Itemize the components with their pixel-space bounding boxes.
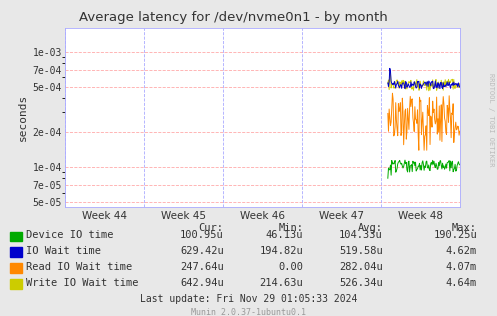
Text: Write IO Wait time: Write IO Wait time	[26, 278, 138, 288]
Text: Device IO time: Device IO time	[26, 230, 113, 240]
Text: 0.00: 0.00	[278, 262, 303, 272]
Text: Read IO Wait time: Read IO Wait time	[26, 262, 132, 272]
Text: 642.94u: 642.94u	[180, 278, 224, 288]
Text: 100.95u: 100.95u	[180, 230, 224, 240]
Text: IO Wait time: IO Wait time	[26, 246, 101, 256]
Y-axis label: seconds: seconds	[18, 94, 28, 141]
Text: Max:: Max:	[452, 223, 477, 233]
Text: Min:: Min:	[278, 223, 303, 233]
Text: 4.64m: 4.64m	[446, 278, 477, 288]
Text: 4.62m: 4.62m	[446, 246, 477, 256]
Text: 247.64u: 247.64u	[180, 262, 224, 272]
Text: RRDTOOL / TOBI OETIKER: RRDTOOL / TOBI OETIKER	[488, 73, 494, 167]
Text: Avg:: Avg:	[358, 223, 383, 233]
Text: 526.34u: 526.34u	[339, 278, 383, 288]
Text: 214.63u: 214.63u	[259, 278, 303, 288]
Text: 46.13u: 46.13u	[266, 230, 303, 240]
Text: 282.04u: 282.04u	[339, 262, 383, 272]
Text: Munin 2.0.37-1ubuntu0.1: Munin 2.0.37-1ubuntu0.1	[191, 308, 306, 316]
Text: 190.25u: 190.25u	[433, 230, 477, 240]
Text: 104.33u: 104.33u	[339, 230, 383, 240]
Text: 519.58u: 519.58u	[339, 246, 383, 256]
Text: 629.42u: 629.42u	[180, 246, 224, 256]
Text: 194.82u: 194.82u	[259, 246, 303, 256]
Text: 4.07m: 4.07m	[446, 262, 477, 272]
Text: Average latency for /dev/nvme0n1 - by month: Average latency for /dev/nvme0n1 - by mo…	[79, 11, 388, 24]
Text: Cur:: Cur:	[199, 223, 224, 233]
Text: Last update: Fri Nov 29 01:05:33 2024: Last update: Fri Nov 29 01:05:33 2024	[140, 294, 357, 304]
